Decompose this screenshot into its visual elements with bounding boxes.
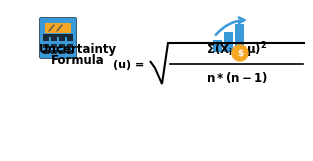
FancyBboxPatch shape — [39, 18, 76, 58]
Bar — [43, 37, 49, 41]
Bar — [43, 43, 49, 47]
Bar — [59, 37, 65, 41]
Text: Uncertainty: Uncertainty — [39, 43, 117, 56]
Bar — [213, 40, 222, 52]
Bar — [59, 43, 65, 47]
Bar — [51, 43, 57, 47]
Text: Formula: Formula — [51, 54, 105, 67]
Bar — [224, 32, 233, 52]
Bar — [235, 24, 244, 52]
Text: $\mathbf{n * (n - 1)}$: $\mathbf{n * (n - 1)}$ — [206, 70, 267, 85]
Bar — [43, 34, 73, 37]
Circle shape — [232, 45, 248, 61]
Bar — [67, 37, 73, 41]
Text: $: $ — [237, 48, 243, 57]
Bar — [51, 37, 57, 41]
Bar — [45, 23, 71, 33]
Bar — [43, 50, 49, 54]
Text: $\mathbf{\Sigma(X_i - \mu)^2}$: $\mathbf{\Sigma(X_i - \mu)^2}$ — [206, 40, 267, 60]
Bar — [51, 50, 57, 54]
Bar — [67, 50, 73, 54]
Bar — [67, 43, 73, 47]
Text: (u) =: (u) = — [113, 60, 144, 70]
Bar — [59, 50, 65, 54]
